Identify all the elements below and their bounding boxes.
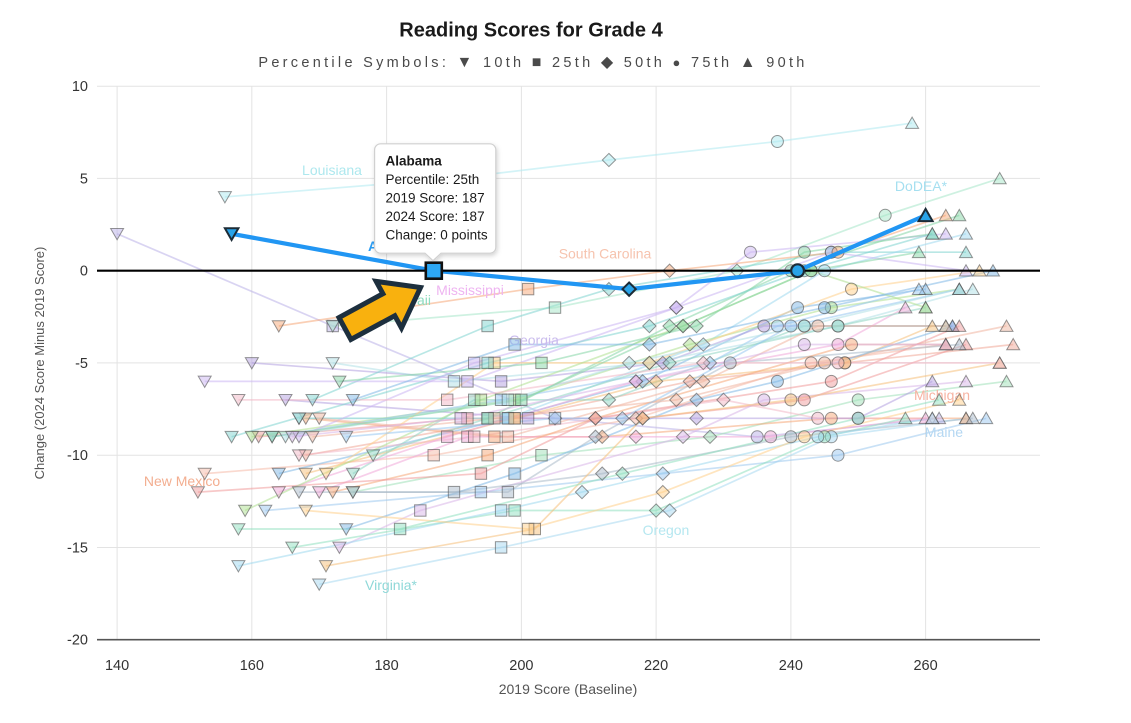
svg-text:Oregon: Oregon — [643, 522, 690, 538]
svg-text:2019 Score (Baseline): 2019 Score (Baseline) — [499, 681, 638, 697]
svg-text:Maine: Maine — [925, 424, 963, 440]
svg-text:Percentile: 25th: Percentile: 25th — [386, 172, 480, 187]
svg-text:Alabama: Alabama — [386, 154, 443, 169]
svg-text:10: 10 — [72, 79, 88, 95]
svg-text:200: 200 — [509, 658, 533, 674]
svg-text:240: 240 — [779, 658, 803, 674]
svg-text:180: 180 — [374, 658, 398, 674]
svg-text:South Carolina: South Carolina — [559, 246, 652, 262]
svg-text:2024 Score: 187: 2024 Score: 187 — [386, 209, 485, 224]
svg-text:-5: -5 — [75, 356, 88, 372]
svg-text:Louisiana: Louisiana — [302, 162, 362, 178]
svg-text:DoDEA*: DoDEA* — [895, 178, 948, 194]
svg-text:Georgia: Georgia — [509, 332, 559, 348]
svg-text:Percentile Symbols: ▼ 10th ■ 2: Percentile Symbols: ▼ 10th ■ 25th ◆ 50th… — [258, 54, 807, 71]
svg-text:-20: -20 — [67, 633, 88, 649]
svg-text:Virginia*: Virginia* — [365, 577, 417, 593]
svg-text:2019 Score: 187: 2019 Score: 187 — [386, 191, 485, 206]
svg-text:140: 140 — [105, 658, 129, 674]
svg-text:Reading Scores for Grade 4: Reading Scores for Grade 4 — [399, 20, 663, 42]
svg-text:Change: 0 points: Change: 0 points — [386, 228, 488, 243]
svg-text:-15: -15 — [67, 541, 88, 557]
svg-text:New Mexico: New Mexico — [144, 473, 220, 489]
svg-text:0: 0 — [80, 264, 88, 280]
svg-text:Change (2024 Score Minus 2019: Change (2024 Score Minus 2019 Score) — [32, 247, 47, 480]
svg-text:-10: -10 — [67, 448, 88, 464]
svg-text:Mississippi: Mississippi — [436, 282, 504, 298]
svg-text:5: 5 — [80, 171, 88, 187]
svg-text:160: 160 — [240, 658, 264, 674]
svg-text:220: 220 — [644, 658, 668, 674]
svg-text:260: 260 — [913, 658, 937, 674]
